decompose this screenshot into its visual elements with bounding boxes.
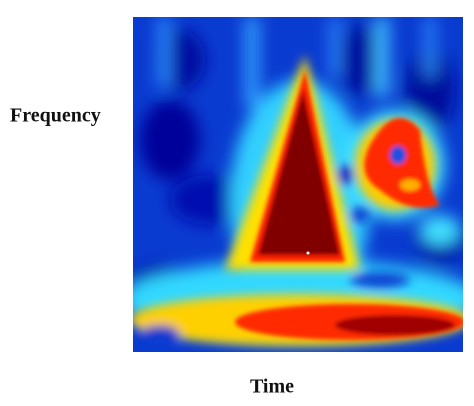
- y-axis-label: Frequency: [10, 105, 101, 127]
- x-axis-label: Time: [250, 376, 294, 398]
- heatmap: [133, 17, 463, 352]
